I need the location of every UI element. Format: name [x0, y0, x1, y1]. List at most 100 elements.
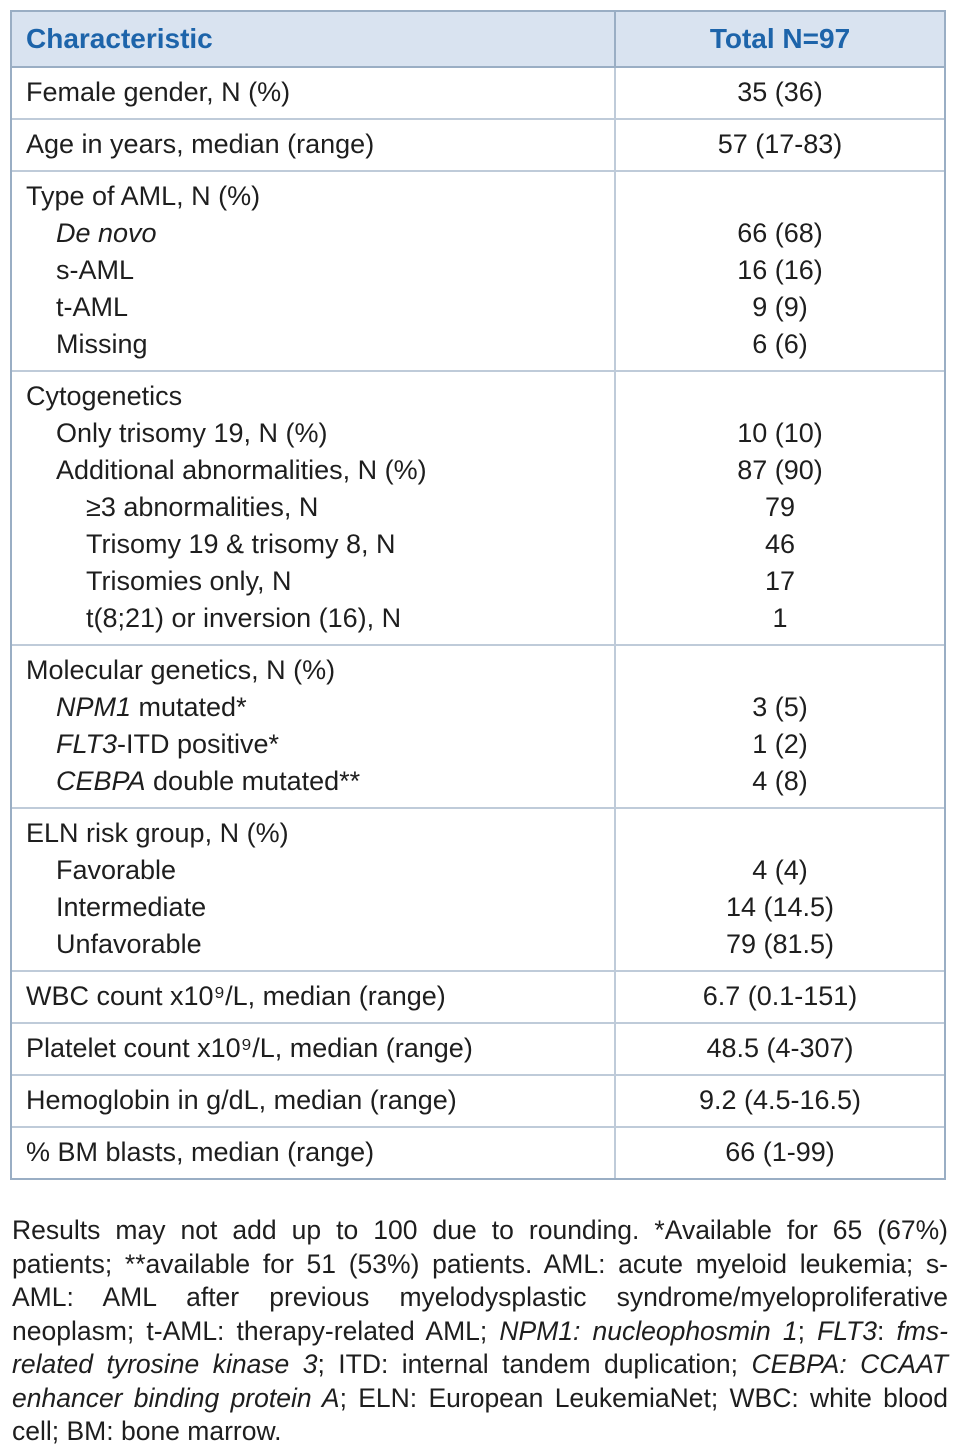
text: Intermediate: [56, 892, 207, 922]
row-value: [624, 652, 936, 689]
text: :: [876, 1315, 897, 1346]
row-value: 1: [772, 603, 788, 633]
text: Unfavorable: [56, 929, 202, 959]
table-row: Female gender, N (%) 35 (36): [12, 68, 944, 118]
text: Trisomy 19 & trisomy 8, N: [86, 529, 396, 559]
row-label: De novo: [26, 215, 604, 252]
row-value: 66 (1-99): [725, 1137, 835, 1167]
row-label: FLT3-ITD positive*: [26, 726, 604, 763]
row-value-cell: 57 (17-83): [614, 120, 944, 170]
italic-text: FLT3: [817, 1315, 877, 1346]
row-label-cell: Platelet count x10⁹/L, median (range): [12, 1024, 614, 1074]
table-row: Molecular genetics, N (%) NPM1 mutated* FL…: [12, 644, 944, 807]
text: Female gender, N (%): [26, 77, 291, 107]
row-value: 14 (14.5): [725, 892, 835, 922]
table-row: Platelet count x10⁹/L, median (range) 48.…: [12, 1022, 944, 1074]
row-label: Additional abnormalities, N (%): [26, 452, 604, 489]
footnote: Results may not add up to 100 due to rou…: [12, 1214, 948, 1449]
row-label: Unfavorable: [26, 926, 604, 963]
table-row: Cytogenetics Only trisomy 19, N (%) Additi…: [12, 370, 944, 644]
text: Cytogenetics: [26, 381, 183, 411]
row-value: 79 (81.5): [725, 929, 835, 959]
text: ;: [797, 1315, 818, 1346]
row-value-cell: 35 (36): [614, 68, 944, 118]
text: Results may not add up to 100 due to rou…: [12, 1215, 948, 1346]
text: -ITD positive*: [117, 729, 280, 759]
row-label-cell: Molecular genetics, N (%) NPM1 mutated* FL…: [12, 646, 614, 807]
row-value: 79: [764, 492, 796, 522]
row-label: Missing: [26, 326, 604, 363]
row-label: ELN risk group, N (%): [26, 815, 604, 852]
table-body: Female gender, N (%) 35 (36) Age in years,…: [12, 68, 944, 1178]
row-value: 87 (90): [737, 455, 823, 485]
row-value: 66 (68): [737, 218, 823, 248]
text: Trisomies only, N: [86, 566, 292, 596]
italic-text: FLT3: [56, 729, 118, 759]
row-label: Hemoglobin in g/dL, median (range): [26, 1082, 604, 1119]
italic-text: CEBPA: CCAAT enhancer binding protein A: [12, 1349, 948, 1413]
row-value-cell: 66 (68) 16 (16) 9 (9) 6 (6): [614, 172, 944, 370]
table-row: WBC count x10⁹/L, median (range) 6.7 (0.1…: [12, 970, 944, 1022]
row-value: [624, 815, 936, 852]
row-value-cell: 9.2 (4.5-16.5): [614, 1076, 944, 1126]
text: ELN risk group, N (%): [26, 818, 289, 848]
row-value: 48.5 (4-307): [706, 1033, 854, 1063]
row-label-cell: % BM blasts, median (range): [12, 1128, 614, 1178]
row-value: 3 (5): [752, 692, 808, 722]
row-label-cell: Hemoglobin in g/dL, median (range): [12, 1076, 614, 1126]
row-value: 4 (4): [752, 855, 808, 885]
text: Platelet count x10⁹/L, median (range): [26, 1033, 473, 1063]
text: % BM blasts, median (range): [26, 1137, 375, 1167]
text: WBC count x10⁹/L, median (range): [26, 981, 446, 1011]
row-value-cell: 10 (10) 87 (90) 79 46 17 1: [614, 372, 944, 644]
row-value-cell: 66 (1-99): [614, 1128, 944, 1178]
row-label: Favorable: [26, 852, 604, 889]
row-value: 16 (16): [737, 255, 823, 285]
italic-text: NPM1: nucleophosmin 1: [499, 1315, 798, 1346]
row-value: 9 (9): [752, 292, 808, 322]
row-value-cell: 48.5 (4-307): [614, 1024, 944, 1074]
text: ≥3 abnormalities, N: [86, 492, 319, 522]
row-value: 35 (36): [737, 77, 823, 107]
row-value-cell: 3 (5) 1 (2) 4 (8): [614, 646, 944, 807]
italic-text: NPM1: [56, 692, 132, 722]
table-row: Hemoglobin in g/dL, median (range) 9.2 (4…: [12, 1074, 944, 1126]
row-label-cell: WBC count x10⁹/L, median (range): [12, 972, 614, 1022]
text: ; ITD: internal tandem duplication;: [317, 1349, 752, 1379]
text: Hemoglobin in g/dL, median (range): [26, 1085, 457, 1115]
row-label-cell: Type of AML, N (%) De novo s-AML t-AML Missi…: [12, 172, 614, 370]
column-header-total: Total N=97: [614, 12, 944, 66]
row-label: Type of AML, N (%): [26, 178, 604, 215]
row-value: 6 (6): [752, 329, 808, 359]
row-label: % BM blasts, median (range): [26, 1134, 604, 1171]
text: Favorable: [56, 855, 177, 885]
row-value: 1 (2): [752, 729, 808, 759]
text: Molecular genetics, N (%): [26, 655, 336, 685]
row-value: 17: [764, 566, 796, 596]
row-label-cell: Age in years, median (range): [12, 120, 614, 170]
row-label-cell: Cytogenetics Only trisomy 19, N (%) Additi…: [12, 372, 614, 644]
row-label-cell: ELN risk group, N (%) Favorable Intermedia…: [12, 809, 614, 970]
text: double mutated**: [145, 766, 361, 796]
row-label: WBC count x10⁹/L, median (range): [26, 978, 604, 1015]
row-value-cell: 4 (4) 14 (14.5) 79 (81.5): [614, 809, 944, 970]
text: t-AML: [56, 292, 129, 322]
row-value: 57 (17-83): [717, 129, 843, 159]
italic-text: fms-related tyrosine kinase 3: [12, 1315, 948, 1380]
text: Only trisomy 19, N (%): [56, 418, 328, 448]
row-value: 6.7 (0.1-151): [702, 981, 858, 1011]
characteristics-table: Characteristic Total N=97 Female gender,…: [10, 10, 946, 1180]
row-label: Age in years, median (range): [26, 126, 604, 163]
row-label-cell: Female gender, N (%): [12, 68, 614, 118]
table-header-row: Characteristic Total N=97: [12, 12, 944, 68]
text: Missing: [56, 329, 148, 359]
italic-text: De novo: [56, 218, 157, 248]
row-label: Trisomies only, N: [26, 563, 604, 600]
table-row: Type of AML, N (%) De novo s-AML t-AML Missi…: [12, 170, 944, 370]
row-label: t-AML: [26, 289, 604, 326]
row-value: 4 (8): [752, 766, 808, 796]
row-label: CEBPA double mutated**: [26, 763, 604, 800]
text: mutated*: [131, 692, 247, 722]
row-label: Intermediate: [26, 889, 604, 926]
